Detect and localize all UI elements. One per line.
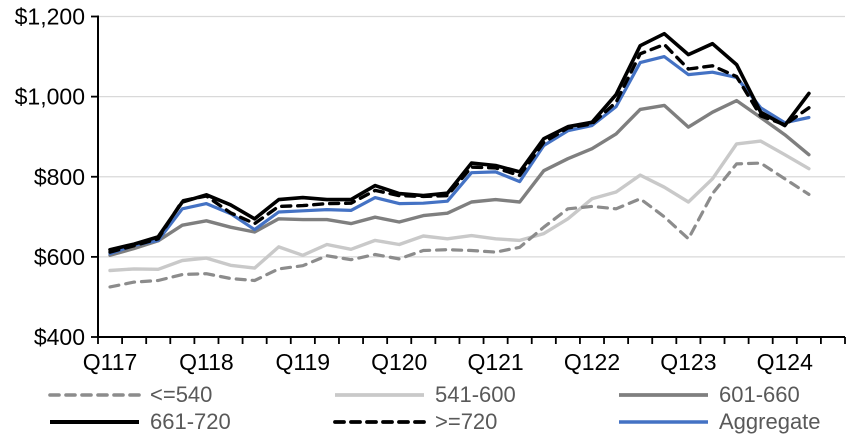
legend-swatch xyxy=(619,419,708,424)
x-axis-label: Q119 xyxy=(276,349,331,375)
y-axis-label: $800 xyxy=(34,164,85,190)
series-line-541-600 xyxy=(108,139,811,273)
legend-label: 541-600 xyxy=(435,382,516,407)
legend-item-720: >=720 xyxy=(333,408,497,435)
y-axis-label: $1,200 xyxy=(15,4,85,30)
series-line-601-660 xyxy=(108,98,811,257)
legend-swatch xyxy=(50,419,139,424)
x-axis-label: Q117 xyxy=(83,349,138,375)
series-line-540 xyxy=(108,161,811,289)
x-axis-label: Q118 xyxy=(179,349,234,375)
legend-swatch xyxy=(335,392,424,397)
legend-label: 661-720 xyxy=(150,409,231,434)
x-axis-label: Q121 xyxy=(467,349,523,375)
legend-label: <=540 xyxy=(150,382,213,407)
series-line-661-720 xyxy=(108,31,811,252)
legend-item-aggregate: Aggregate xyxy=(617,408,821,435)
legend-label: 601-660 xyxy=(719,382,800,407)
legend-swatch xyxy=(333,419,426,424)
y-axis-label: $400 xyxy=(34,324,85,350)
y-axis-label: $1,000 xyxy=(15,84,85,110)
series-line-720 xyxy=(108,42,811,254)
chart-plot-area: $400 $600 $800 $1,000 $1,200 Q117 Q118 Q119 Q120… xyxy=(15,4,846,375)
legend-row: <=540 541-600 601-660 xyxy=(0,381,852,408)
legend-item-541-600: 541-600 xyxy=(333,381,516,408)
legend-item-540: <=540 xyxy=(48,381,212,408)
chart-legend: <=540 541-600 601-660 661-720 >=720 Aggregate xyxy=(0,381,852,439)
legend-label: Aggregate xyxy=(719,409,821,434)
y-axis-label: $600 xyxy=(34,244,85,270)
legend-swatch xyxy=(48,392,141,397)
legend-item-601-660: 601-660 xyxy=(617,381,800,408)
legend-label: >=720 xyxy=(435,409,498,434)
x-axis-label: Q122 xyxy=(564,349,620,375)
x-axis-label: Q120 xyxy=(371,349,427,375)
legend-swatch xyxy=(619,392,708,397)
legend-item-661-720: 661-720 xyxy=(48,408,231,435)
x-axis-label: Q123 xyxy=(660,349,716,375)
legend-row: 661-720 >=720 Aggregate xyxy=(0,408,852,435)
x-axis-label: Q124 xyxy=(757,349,813,375)
